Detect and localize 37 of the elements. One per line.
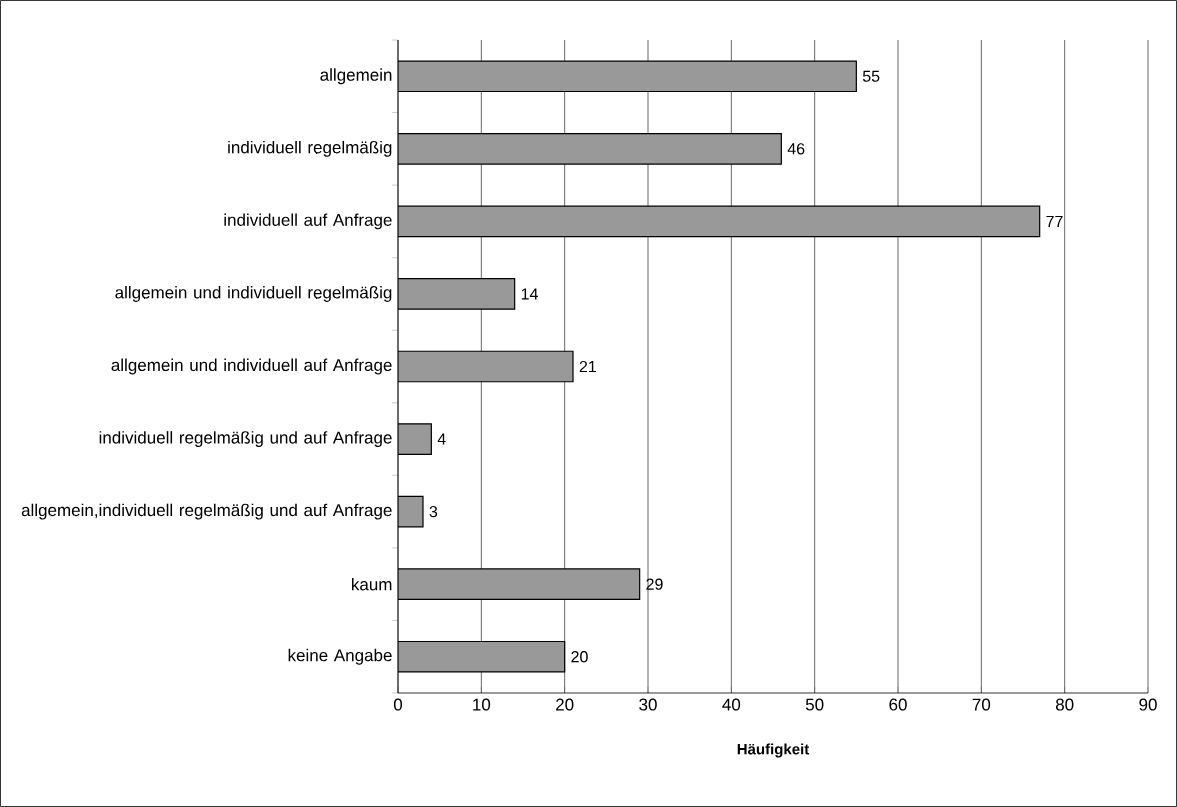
x-tick-label: 50: [805, 698, 824, 711]
y-tick-label: allgemein und individuell auf Anfrage: [111, 358, 392, 375]
bar: [398, 278, 516, 310]
bar: [398, 350, 574, 383]
y-tick-label: keine Angabe: [288, 648, 392, 665]
x-tick-label: 20: [556, 698, 574, 711]
data-label: 4: [437, 433, 446, 445]
data-label: 3: [429, 505, 438, 518]
data-label: 46: [787, 143, 805, 155]
y-tick-label: individuell auf Anfrage: [224, 213, 392, 230]
data-label: 20: [571, 651, 588, 663]
y-tick-label: allgemein und individuell regelmäßig: [115, 286, 392, 302]
x-tick-label: 10: [473, 698, 491, 711]
y-tick-label: individuell regelmäßig und auf Anfrage: [99, 431, 392, 447]
bar: [398, 60, 857, 93]
x-tick-label: 80: [1055, 698, 1074, 711]
bar: [398, 640, 566, 673]
x-tick-label: 90: [1139, 698, 1157, 711]
bar: [398, 568, 641, 601]
bar: [398, 133, 782, 165]
x-tick-label: 40: [722, 698, 741, 711]
data-label: 29: [646, 578, 663, 590]
bar: [398, 423, 432, 455]
data-label: 55: [862, 70, 880, 82]
x-tick-label: 60: [889, 698, 907, 711]
data-label: 77: [1046, 215, 1063, 227]
data-label: 21: [579, 360, 596, 373]
data-label: 14: [521, 288, 538, 300]
y-tick-label: individuell regelmäßig: [228, 140, 392, 157]
x-tick-label: 30: [639, 698, 657, 711]
bar: [398, 205, 1041, 238]
y-tick-label: allgemein,individuell regelmäßig und auf Anfrage: [21, 503, 392, 520]
y-tick-label: allgemein: [320, 68, 392, 85]
x-tick-label: 0: [393, 698, 403, 711]
x-axis-title: Häufigkeit: [737, 743, 810, 758]
y-tick-label: kaum: [352, 577, 392, 591]
x-tick-label: 70: [972, 698, 991, 711]
